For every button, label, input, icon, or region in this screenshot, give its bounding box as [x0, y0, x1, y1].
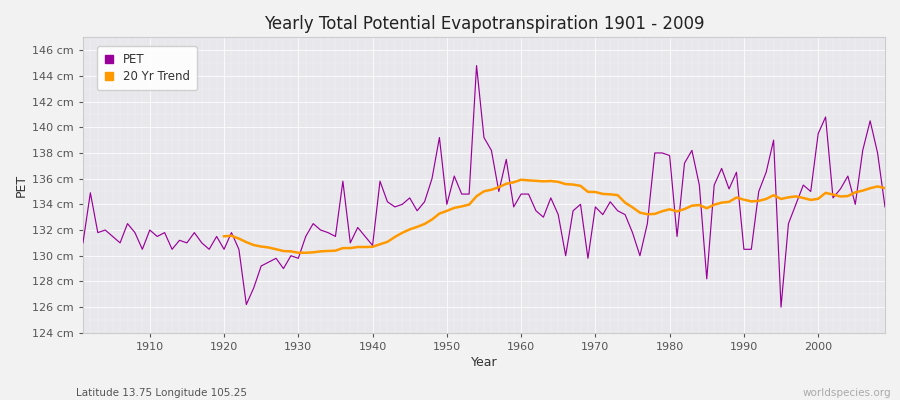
PET — [345, 240, 356, 245]
Line: 20 Yr Trend: 20 Yr Trend — [224, 180, 885, 253]
20 Yr Trend — [292, 250, 303, 255]
Title: Yearly Total Potential Evapotranspiration 1901 - 2009: Yearly Total Potential Evapotranspiratio… — [264, 15, 704, 33]
20 Yr Trend — [694, 203, 705, 208]
PET — [612, 208, 623, 213]
PET — [301, 234, 311, 239]
X-axis label: Year: Year — [471, 356, 498, 369]
20 Yr Trend — [516, 177, 526, 182]
Text: Latitude 13.75 Longitude 105.25: Latitude 13.75 Longitude 105.25 — [76, 388, 248, 398]
Line: PET: PET — [83, 66, 885, 307]
20 Yr Trend — [879, 186, 890, 190]
PET — [137, 247, 148, 252]
20 Yr Trend — [219, 234, 230, 239]
Legend: PET, 20 Yr Trend: PET, 20 Yr Trend — [97, 46, 197, 90]
20 Yr Trend — [798, 196, 809, 200]
20 Yr Trend — [783, 195, 794, 200]
PET — [77, 240, 88, 245]
PET — [471, 63, 482, 68]
20 Yr Trend — [865, 186, 876, 191]
20 Yr Trend — [427, 217, 437, 222]
Y-axis label: PET: PET — [15, 174, 28, 197]
PET — [776, 305, 787, 310]
Text: worldspecies.org: worldspecies.org — [803, 388, 891, 398]
20 Yr Trend — [315, 249, 326, 254]
PET — [516, 192, 526, 196]
PET — [879, 204, 890, 209]
PET — [523, 192, 534, 196]
